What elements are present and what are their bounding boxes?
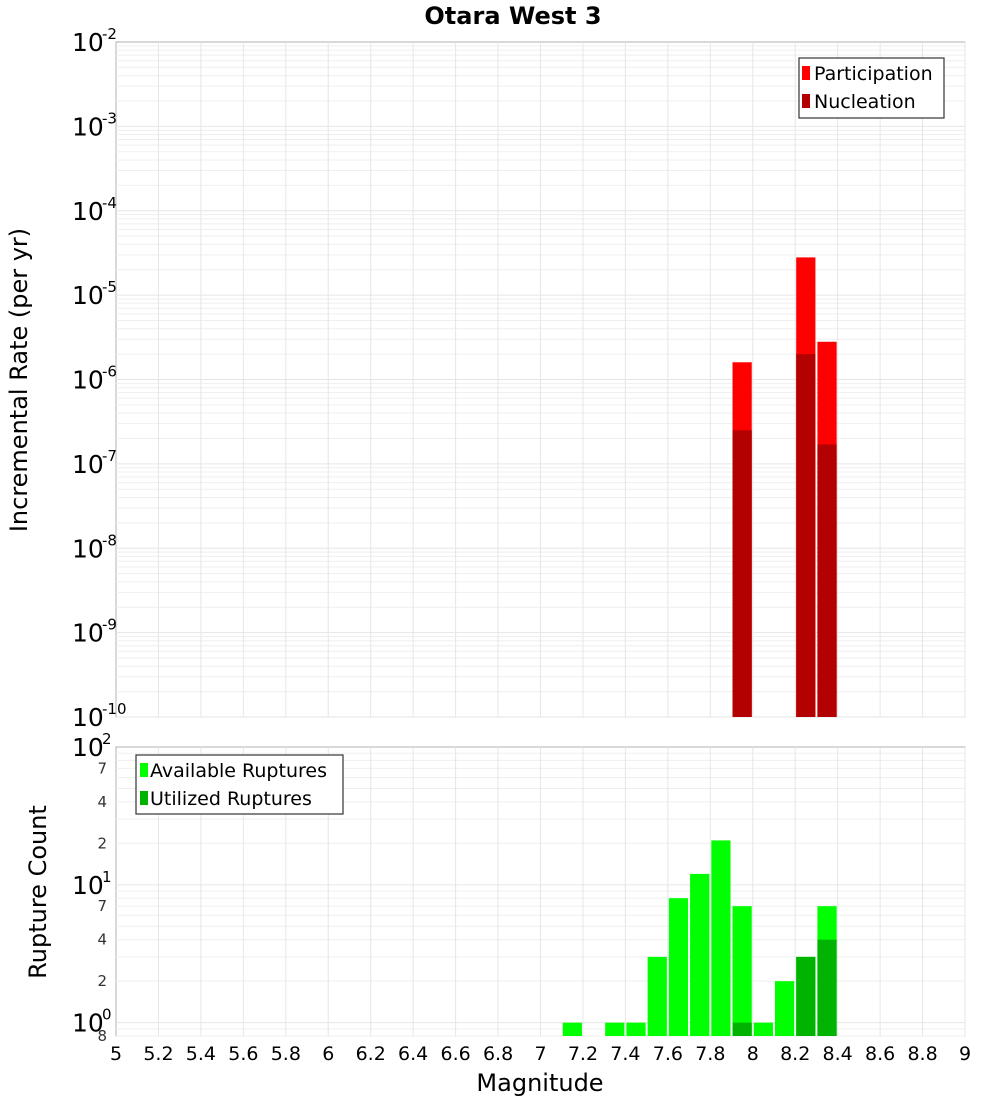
bottom-y-minor-tick: 2 [97, 972, 107, 990]
x-tick-label: 5.2 [143, 1043, 173, 1065]
bottom-legend: Available Ruptures Utilized Ruptures [135, 754, 344, 815]
top-y-tick-exp: -3 [102, 109, 117, 127]
bottom-y-tick-base: 10 [72, 1009, 104, 1038]
legend-available-label: Available Ruptures [150, 760, 327, 782]
bottom-y-tick-exp: 0 [102, 1006, 112, 1024]
available-ruptures-bar [605, 1022, 625, 1036]
available-ruptures-bar [753, 1022, 773, 1036]
available-ruptures-bar [668, 898, 689, 1036]
top-y-tick-exp: -2 [102, 25, 117, 43]
x-tick-label: 7.2 [568, 1043, 598, 1065]
top-y-tick-base: 10 [72, 703, 104, 732]
top-y-tick-exp: -10 [102, 700, 127, 718]
x-tick-label: 7 [534, 1043, 546, 1065]
top-y-tick-exp: -6 [102, 363, 117, 381]
top-y-tick-base: 10 [72, 450, 104, 479]
top-legend: Participation Nucleation [798, 57, 945, 119]
available-ruptures-bar [626, 1022, 646, 1036]
legend-utilized-label: Utilized Ruptures [150, 788, 312, 810]
top-y-tick-base: 10 [72, 281, 104, 310]
top-y-tick-exp: -5 [102, 278, 117, 296]
x-tick-label: 8.4 [823, 1043, 853, 1065]
top-y-tick-base: 10 [72, 197, 104, 226]
x-tick-label: 9 [959, 1043, 971, 1065]
top-y-tick-base: 10 [72, 112, 104, 141]
nucleation-bar [732, 430, 752, 717]
nucleation-bar [796, 354, 816, 717]
nucleation-bar [817, 444, 837, 717]
x-tick-label: 6 [322, 1043, 334, 1065]
bottom-y-minor-tick: 7 [97, 897, 107, 915]
top-y-tick-base: 10 [72, 534, 104, 563]
legend-available-swatch [140, 763, 148, 777]
top-y-tick-exp: -9 [102, 616, 117, 634]
top-bars [732, 257, 837, 717]
x-tick-label: 5.4 [186, 1043, 216, 1065]
top-y-axis-label: Incremental Rate (per yr) [5, 228, 33, 532]
top-grid [116, 42, 966, 718]
bottom-y-tick-exp: 2 [102, 730, 112, 748]
x-tick-label: 8 [747, 1043, 759, 1065]
bottom-y-minor-tick: 7 [97, 759, 107, 777]
x-tick-label: 6.8 [483, 1043, 513, 1065]
x-tick-label: 5.6 [228, 1043, 258, 1065]
bottom-y-minor-tick: 8 [97, 1027, 107, 1045]
x-tick-label: 8.8 [907, 1043, 937, 1065]
bottom-y-minor-tick: 2 [97, 834, 107, 852]
bottom-bars [562, 840, 837, 1036]
bottom-y-tick-exp: 1 [102, 868, 112, 886]
available-ruptures-bar [562, 1022, 582, 1036]
utilized-ruptures-bar [796, 956, 816, 1036]
bottom-y-minor-tick: 4 [97, 793, 107, 811]
bottom-y-minor-tick: 4 [97, 931, 107, 949]
top-y-tick-exp: -8 [102, 531, 117, 549]
chart-title: Otara West 3 [424, 2, 601, 30]
x-axis-label: Magnitude [476, 1069, 603, 1097]
legend-participation-label: Participation [814, 63, 933, 85]
x-tick-label: 7.6 [653, 1043, 683, 1065]
available-ruptures-bar [774, 981, 795, 1036]
x-tick-label: 5 [110, 1043, 122, 1065]
top-y-tick-exp: -4 [102, 194, 117, 212]
available-ruptures-bar [732, 906, 752, 1036]
x-tick-label: 5.8 [271, 1043, 301, 1065]
x-tick-label: 6.6 [440, 1043, 470, 1065]
top-y-tick-exp: -7 [102, 447, 117, 465]
x-tick-label: 7.8 [695, 1043, 725, 1065]
legend-participation-swatch [802, 66, 810, 80]
utilized-ruptures-bar [732, 1022, 752, 1036]
x-tick-label: 6.4 [398, 1043, 428, 1065]
top-y-tick-base: 10 [72, 619, 104, 648]
top-y-tick-base: 10 [72, 366, 104, 395]
available-ruptures-bar [647, 956, 667, 1036]
top-y-tick-base: 10 [72, 28, 104, 57]
x-tick-label: 6.2 [356, 1043, 386, 1065]
legend-utilized-swatch [140, 791, 148, 805]
x-tick-label: 7.4 [610, 1043, 640, 1065]
x-tick-label: 8.2 [780, 1043, 810, 1065]
bottom-y-tick-base: 10 [72, 733, 104, 762]
available-ruptures-bar [690, 873, 710, 1036]
available-ruptures-bar [711, 840, 731, 1036]
bottom-y-tick-base: 10 [72, 871, 104, 900]
legend-nucleation-swatch [802, 94, 810, 108]
legend-nucleation-label: Nucleation [814, 91, 916, 113]
bottom-y-axis-label: Rupture Count [24, 805, 52, 979]
utilized-ruptures-bar [817, 939, 837, 1036]
x-ticks: 5 5.2 5.4 5.6 5.8 6 6.2 6.4 6.6 6.8 7 7.2 7.4 7.6 7.8 8… [110, 1043, 971, 1065]
x-tick-label: 8.6 [865, 1043, 895, 1065]
